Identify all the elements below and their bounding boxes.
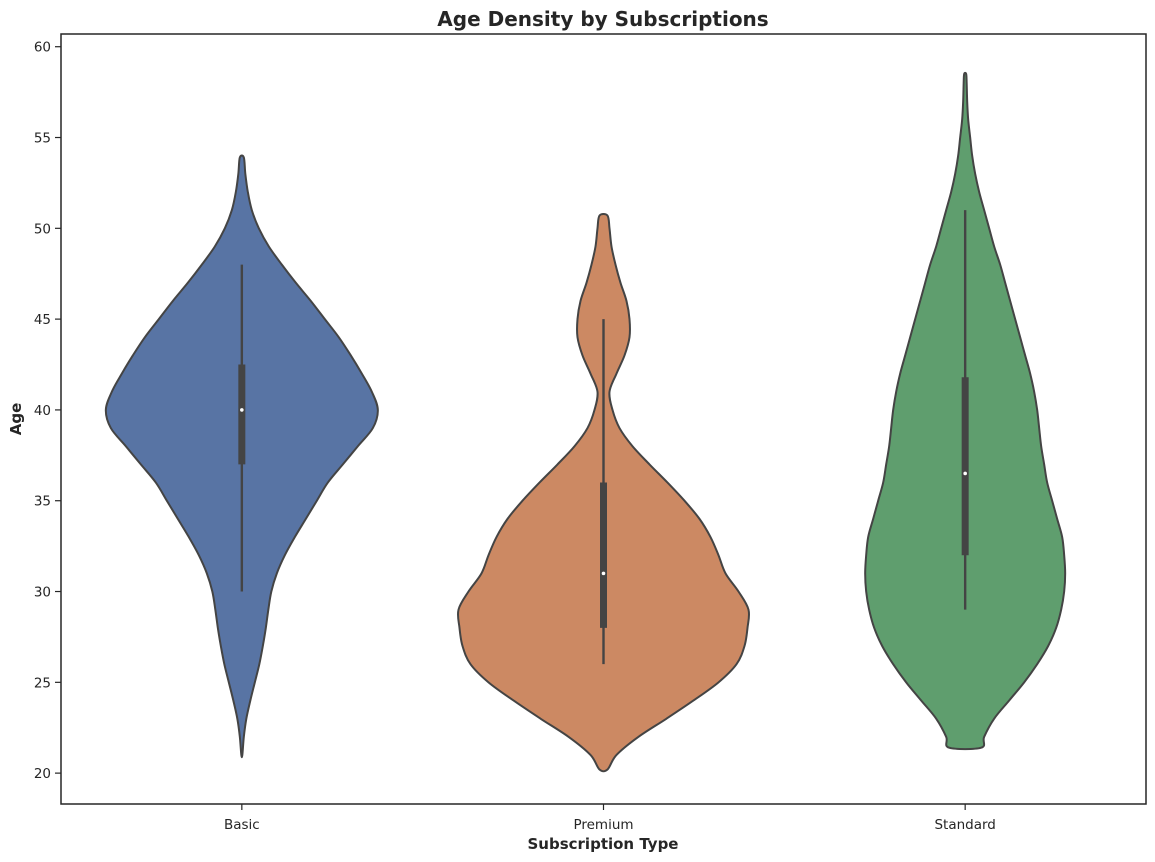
chart-title: Age Density by Subscriptions: [437, 7, 768, 31]
x-tick-label: Premium: [573, 817, 633, 833]
y-tick-label: 25: [34, 675, 51, 691]
y-tick-label: 40: [34, 403, 51, 419]
x-tick-label: Basic: [224, 817, 260, 833]
y-tick-label: 30: [34, 585, 51, 601]
violin-median: [240, 408, 244, 412]
violin-basic: [104, 154, 379, 759]
violin-premium: [456, 213, 751, 773]
violins-layer: [104, 71, 1067, 773]
y-axis: 20 25 30 35 40 45 50 55 60: [34, 40, 61, 782]
x-axis: Basic Premium Standard: [224, 804, 996, 833]
x-tick-label: Standard: [934, 817, 995, 833]
y-tick-label: 55: [34, 131, 51, 147]
y-tick-label: 50: [34, 221, 51, 237]
violin-median: [601, 571, 606, 576]
violin-standard: [864, 71, 1067, 751]
y-axis-label: Age: [7, 403, 25, 436]
y-tick-label: 60: [34, 40, 51, 56]
y-tick-label: 20: [34, 766, 51, 782]
y-tick-label: 45: [34, 312, 51, 328]
y-tick-label: 35: [34, 494, 51, 510]
violin-median: [963, 471, 967, 476]
x-axis-label: Subscription Type: [528, 835, 679, 853]
plot-frame: [60, 33, 1147, 805]
